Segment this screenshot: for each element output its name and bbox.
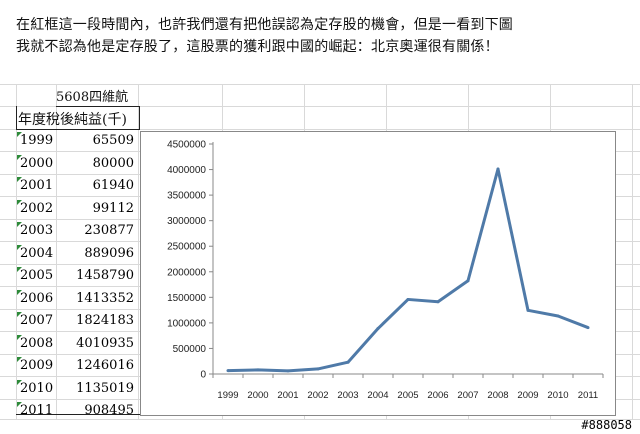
cell-note-marker	[17, 334, 22, 340]
gridline	[0, 84, 640, 85]
cell-note-marker	[17, 199, 22, 205]
caption: 在紅框這一段時間內，也許我們還有把他誤認為定存股的機會，但是一看到下圖 我就不認…	[16, 14, 513, 58]
table-cell-year[interactable]: 2000	[20, 155, 54, 171]
table-cell-year[interactable]: 2009	[20, 358, 54, 373]
table-border	[16, 129, 140, 130]
table-cell-value[interactable]: 4010935	[76, 335, 134, 351]
table-cell-year[interactable]: 2003	[20, 223, 54, 238]
x-tick-label: 2006	[427, 390, 448, 401]
data-point	[436, 300, 440, 304]
x-tick-label: 2005	[397, 390, 418, 401]
y-tick-label: 2000000	[167, 267, 206, 278]
table-cell-year[interactable]: 2008	[20, 335, 54, 351]
y-tick-label: 3000000	[167, 216, 206, 227]
table-border	[16, 106, 17, 130]
table-cell-value[interactable]: 80000	[92, 155, 134, 171]
table-cell-value[interactable]: 99112	[92, 200, 134, 216]
data-point	[346, 360, 350, 364]
watermark: #888058	[581, 418, 632, 432]
cell-note-marker	[17, 244, 22, 250]
y-tick-label: 1000000	[167, 318, 206, 329]
table-cell-value[interactable]: 1135019	[76, 380, 134, 396]
table-cell-value[interactable]: 65509	[92, 133, 134, 148]
gridline	[16, 84, 17, 420]
table-cell-value[interactable]: 61940	[92, 178, 134, 193]
x-tick-label: 2001	[277, 390, 298, 401]
caption-line-1: 在紅框這一段時間內，也許我們還有把他誤認為定存股的機會，但是一看到下圖	[16, 17, 513, 33]
y-tick-label: 1500000	[167, 293, 206, 304]
x-tick-label: 2010	[547, 390, 568, 401]
table-cell-value[interactable]: 1413352	[76, 290, 134, 306]
cell-note-marker	[17, 402, 22, 407]
stock-label: 5608四維航	[56, 90, 129, 105]
table-cell-year[interactable]: 1999	[20, 133, 54, 148]
x-tick-label: 2002	[307, 390, 328, 401]
gridline	[138, 84, 139, 420]
data-point	[286, 369, 290, 373]
table-cell-value[interactable]: 889096	[84, 245, 134, 261]
chart-area: 0 500000 1000000 1500000 2000000 2500000 30000…	[140, 131, 616, 416]
gridline	[0, 129, 640, 130]
gridline	[0, 106, 640, 107]
table-cell-value[interactable]: 1458790	[76, 268, 134, 283]
data-point	[556, 314, 560, 318]
data-point	[466, 279, 470, 283]
table-cell-value[interactable]: 230877	[84, 223, 134, 238]
table-cell-value[interactable]: 1246016	[76, 358, 134, 373]
table-cell-value[interactable]: 1824183	[76, 313, 134, 328]
table-cell-year[interactable]: 2006	[20, 290, 54, 306]
table-border	[139, 106, 140, 130]
data-point	[256, 368, 260, 372]
table-cell-year[interactable]: 2007	[20, 313, 54, 328]
x-tick-label: 2003	[337, 390, 358, 401]
cell-note-marker	[17, 289, 22, 295]
cell-note-marker	[17, 222, 22, 227]
cell-note-marker	[17, 132, 22, 137]
data-point	[586, 326, 590, 330]
table-cell-year[interactable]: 2005	[20, 268, 54, 283]
cell-note-marker	[17, 177, 22, 182]
line-chart: 0 500000 1000000 1500000 2000000 2500000 30000…	[167, 140, 604, 401]
table-cell-value[interactable]: 908495	[84, 403, 134, 418]
data-point	[316, 367, 320, 371]
data-point	[376, 327, 380, 331]
table-border	[56, 106, 140, 107]
cell-note-marker	[17, 379, 22, 385]
x-tick-label: 2008	[487, 390, 508, 401]
y-tick-label: 4000000	[167, 165, 206, 176]
x-tick-label: 2004	[367, 390, 388, 401]
cell-note-marker	[17, 357, 22, 362]
table-cell-year[interactable]: 2002	[20, 200, 54, 216]
x-tick-label: 1999	[217, 390, 238, 401]
cell-note-marker	[17, 154, 22, 160]
y-tick-label: 2500000	[167, 242, 206, 253]
y-tick-label: 3500000	[167, 191, 206, 202]
series-line	[227, 167, 589, 373]
y-tick-label: 4500000	[167, 140, 206, 151]
x-tick-label: 2009	[517, 390, 538, 401]
data-point	[526, 308, 530, 312]
x-tick-label: 2011	[578, 390, 598, 401]
table-border	[16, 414, 140, 415]
y-tick-label: 500000	[173, 344, 207, 355]
data-point	[496, 167, 500, 171]
caption-line-2: 我就不認為他是定存股了，這股票的獲利跟中國的崛起：北京奧運很有關係！	[16, 39, 499, 55]
gridline	[0, 419, 640, 420]
table-cell-year[interactable]: 2004	[20, 245, 54, 261]
y-tick-label: 0	[200, 370, 206, 381]
x-tick-label: 2000	[247, 390, 268, 401]
data-point	[226, 369, 230, 373]
cell-note-marker	[17, 267, 22, 272]
column-header: 年度稅後純益(千)	[18, 112, 127, 128]
x-tick-label: 2007	[457, 390, 478, 401]
gridline	[632, 84, 633, 420]
cell-note-marker	[17, 312, 22, 317]
table-cell-year[interactable]: 2011	[20, 403, 54, 418]
data-point	[406, 297, 410, 301]
table-cell-year[interactable]: 2001	[20, 178, 54, 193]
table-cell-year[interactable]: 2010	[20, 380, 54, 396]
gridline	[56, 84, 57, 420]
